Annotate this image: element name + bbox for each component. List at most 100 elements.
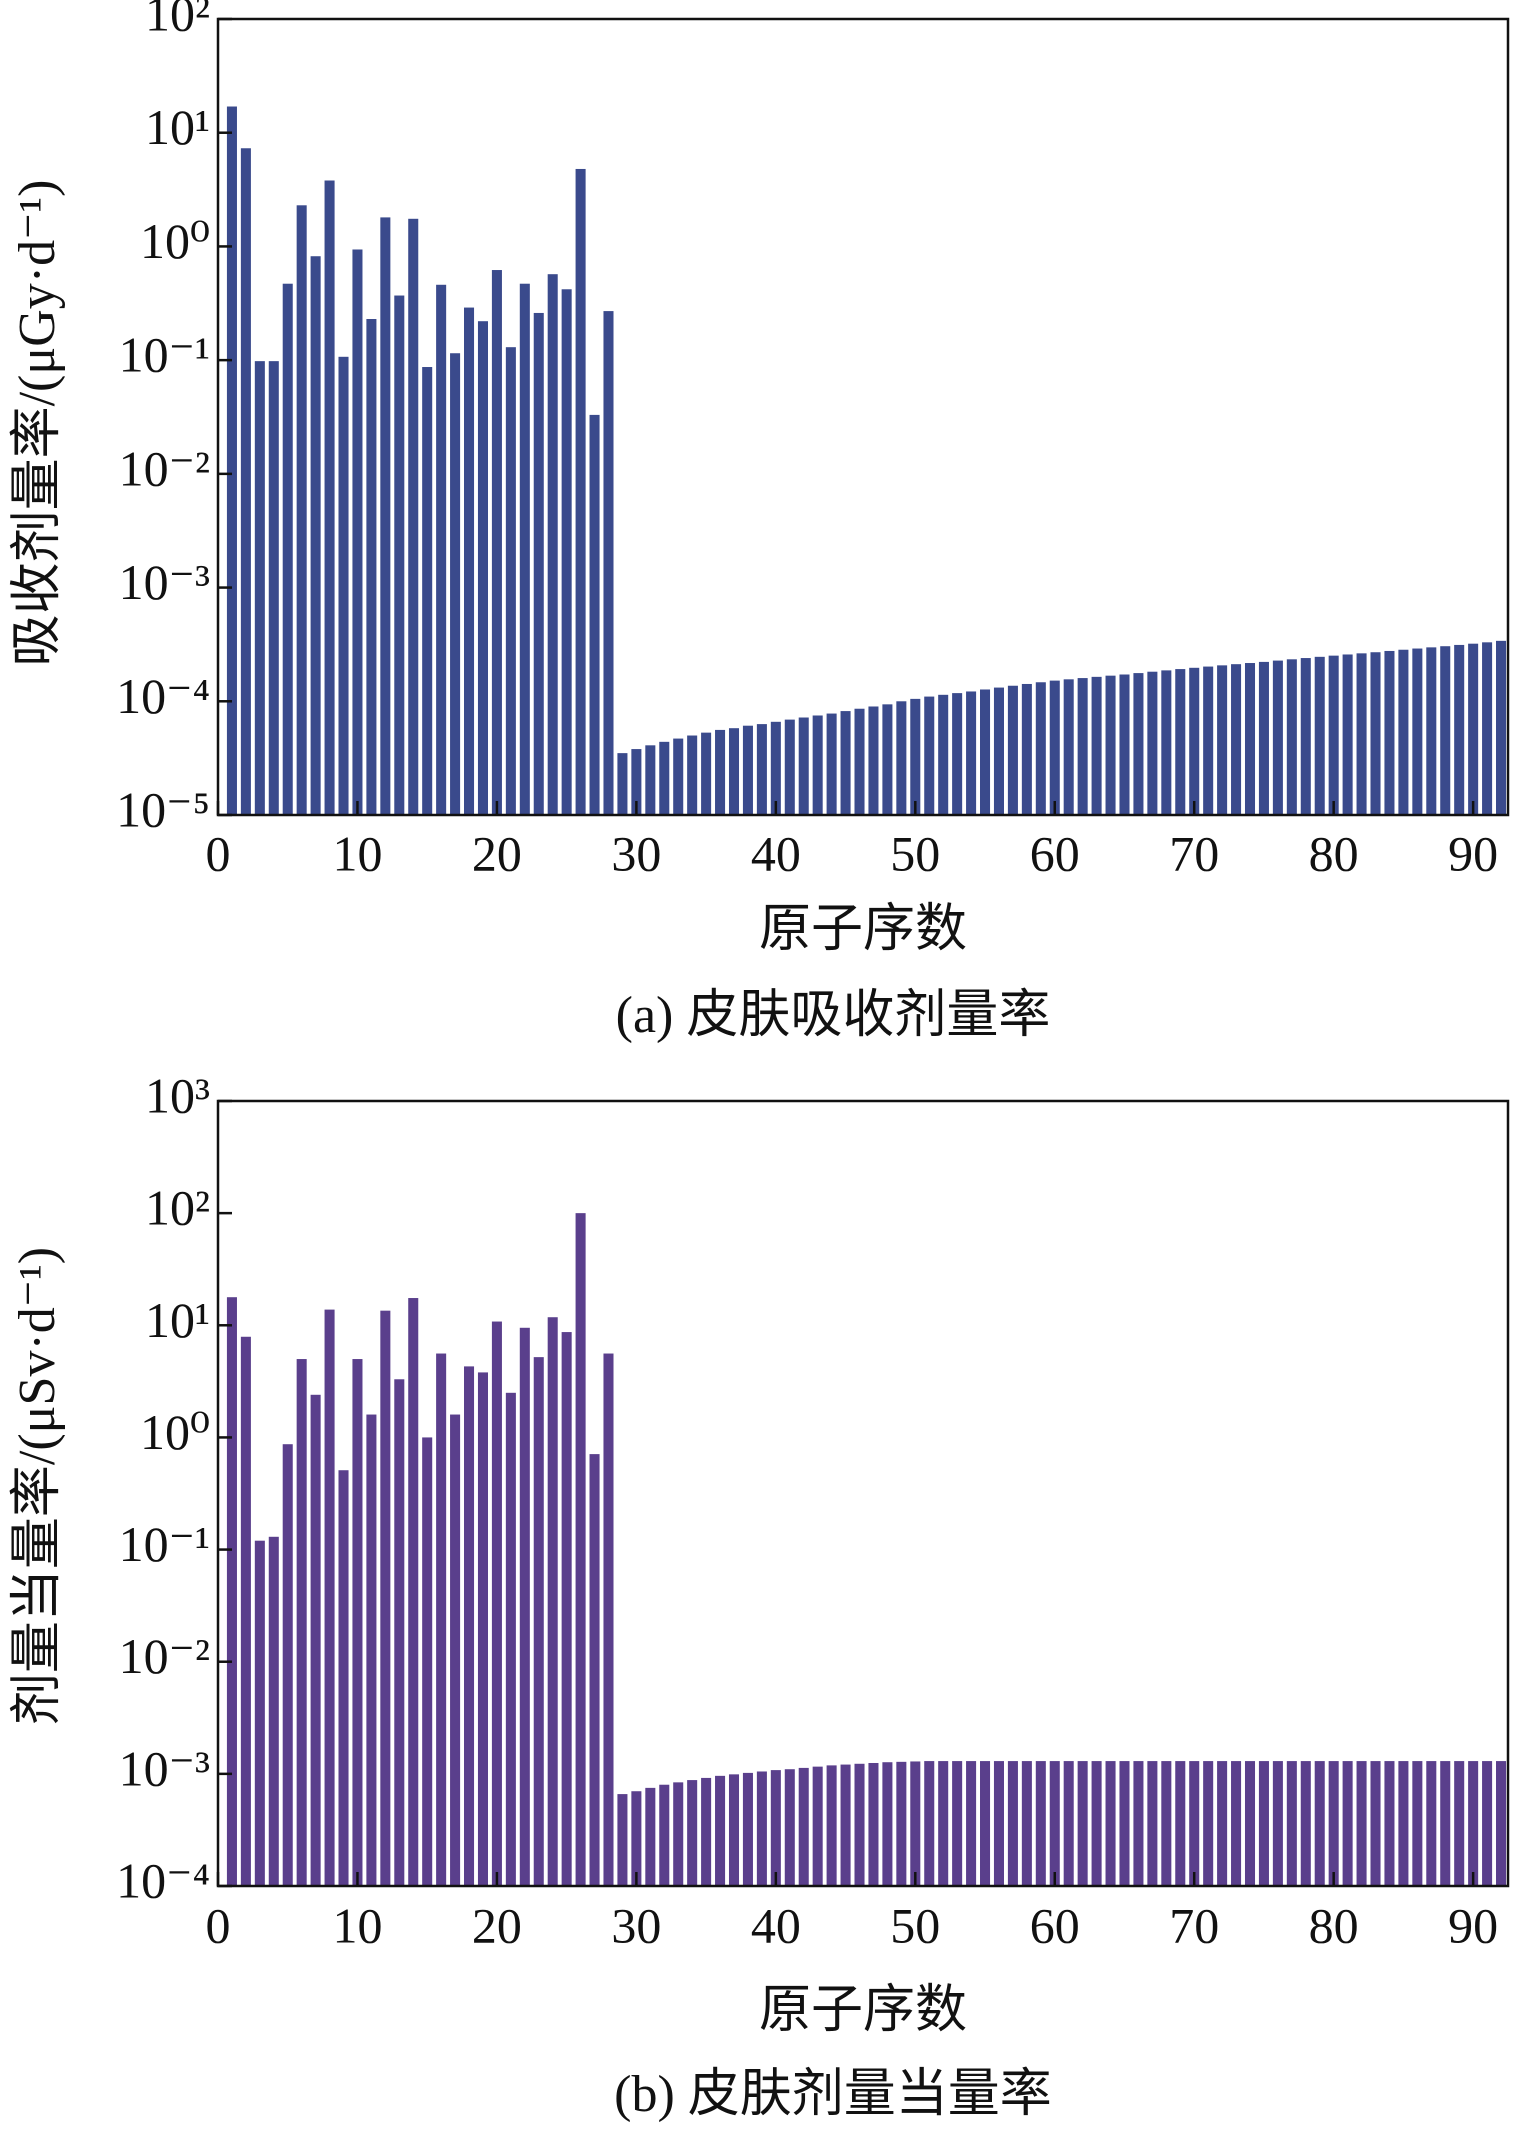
bar [1300, 1761, 1311, 1886]
bar [896, 1761, 907, 1886]
bar [715, 1775, 726, 1886]
bar [645, 1787, 656, 1886]
bar [1035, 1761, 1046, 1886]
bar [1398, 649, 1409, 815]
bar [1300, 658, 1311, 815]
bar [324, 1309, 335, 1886]
plot-frame [216, 17, 1510, 817]
x-tick-label: 40 [751, 825, 801, 881]
bar [1119, 1761, 1130, 1886]
bar [617, 1794, 628, 1886]
bar [380, 217, 391, 815]
bar [1063, 1761, 1074, 1886]
bar [1328, 1761, 1339, 1886]
bar [226, 1297, 237, 1886]
bar [1091, 1761, 1102, 1886]
bar [1370, 652, 1381, 815]
bar [840, 1764, 851, 1886]
plot-frame [216, 1099, 1510, 1888]
bar [673, 738, 684, 815]
bar [798, 1767, 809, 1886]
bar [1021, 1761, 1032, 1886]
bar [1203, 1761, 1214, 1886]
bar [408, 218, 419, 815]
bar [1468, 1761, 1479, 1886]
bar [1161, 1761, 1172, 1886]
x-tick-label: 10 [332, 825, 382, 881]
bar [1077, 1761, 1088, 1886]
bar [268, 1536, 279, 1886]
x-tick-label: 80 [1309, 1897, 1359, 1953]
bar [240, 1336, 251, 1886]
bar [1007, 685, 1018, 815]
bar [770, 721, 781, 815]
bar [1175, 1761, 1186, 1886]
bar [840, 711, 851, 815]
y-tick-label: 10⁻⁴ [116, 668, 210, 724]
bar [561, 1332, 572, 1886]
y-tick-label: 10⁻¹ [119, 327, 210, 383]
bar [1496, 640, 1507, 815]
bar [1412, 648, 1423, 815]
x-tick-label: 10 [332, 1897, 382, 1953]
bar [296, 205, 307, 816]
bar [868, 706, 879, 815]
bar [1286, 659, 1297, 815]
bar [728, 728, 740, 815]
y-tick-label: 10² [145, 1180, 210, 1236]
bar [1468, 643, 1479, 815]
bar [1440, 646, 1451, 815]
x-tick-label: 0 [206, 1897, 231, 1953]
bar [436, 1353, 447, 1886]
bar [1398, 1761, 1409, 1886]
bar [1175, 669, 1186, 815]
bar [268, 361, 279, 815]
bar [631, 1791, 642, 1886]
bar [464, 1366, 475, 1886]
bar [1049, 680, 1060, 815]
bar [1314, 656, 1325, 815]
bar [966, 691, 977, 815]
bar [575, 168, 586, 815]
bar [770, 1770, 781, 1886]
bar [868, 1762, 879, 1886]
bar [394, 1379, 405, 1886]
bar [659, 1784, 670, 1886]
bar [938, 694, 949, 815]
bar [1035, 682, 1046, 815]
bar [896, 701, 907, 815]
bar [422, 367, 433, 815]
bar [854, 708, 865, 815]
bar [1147, 1761, 1158, 1886]
bar [798, 717, 809, 815]
bar [938, 1761, 949, 1886]
bar [966, 1761, 977, 1886]
y-tick-label: 10³ [145, 1067, 210, 1123]
bar [240, 148, 251, 816]
y-tick-label: 10⁻⁵ [116, 781, 210, 837]
bar [1105, 675, 1116, 815]
bar [589, 414, 600, 815]
bar [589, 1454, 600, 1886]
bar [993, 1761, 1004, 1886]
bar [394, 295, 405, 815]
y-tick-label: 10⁻³ [119, 1740, 210, 1796]
bar [547, 274, 558, 815]
bar [1189, 1761, 1200, 1886]
bar [1258, 1761, 1269, 1886]
bar [1203, 666, 1214, 815]
y-tick-label: 10⁰ [140, 213, 210, 269]
bar [491, 1321, 502, 1886]
bar [1231, 664, 1242, 815]
bar [338, 1470, 349, 1886]
caption: (a) 皮肤吸收剂量率 [616, 987, 1051, 1044]
x-tick-label: 60 [1030, 1897, 1080, 1953]
bar [1217, 665, 1228, 815]
x-tick-label: 40 [751, 1897, 801, 1953]
bar [477, 321, 488, 815]
bar [352, 1359, 363, 1886]
bar [547, 1317, 558, 1886]
x-tick-label: 30 [611, 1897, 661, 1953]
x-tick-label: 20 [472, 1897, 522, 1953]
bar [1049, 1761, 1060, 1886]
